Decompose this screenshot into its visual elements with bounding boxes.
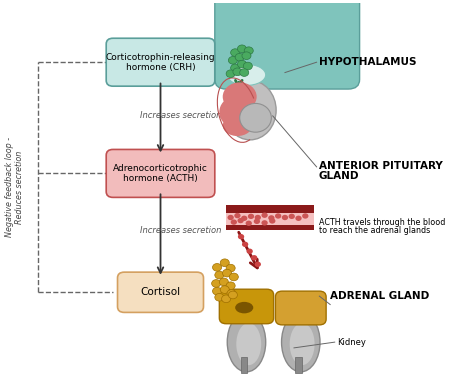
Bar <box>226 225 314 230</box>
Bar <box>226 0 348 49</box>
Circle shape <box>228 291 237 299</box>
Circle shape <box>237 218 244 223</box>
Circle shape <box>215 293 224 301</box>
Circle shape <box>248 214 254 219</box>
Text: to reach the adrenal glands: to reach the adrenal glands <box>319 226 430 235</box>
Circle shape <box>235 53 244 61</box>
Circle shape <box>295 216 301 221</box>
Ellipse shape <box>227 64 266 86</box>
Ellipse shape <box>237 323 261 365</box>
Circle shape <box>251 255 257 261</box>
Circle shape <box>221 295 231 303</box>
Text: Corticotrophin-releasing
hormone (CRH): Corticotrophin-releasing hormone (CRH) <box>106 53 215 72</box>
Circle shape <box>231 49 240 56</box>
Circle shape <box>222 269 231 277</box>
Circle shape <box>234 213 241 218</box>
Text: ACTH travels through the blood: ACTH travels through the blood <box>319 217 445 227</box>
Circle shape <box>237 60 246 68</box>
Circle shape <box>219 278 228 286</box>
Bar <box>226 205 314 213</box>
Circle shape <box>231 64 240 72</box>
Circle shape <box>254 219 260 224</box>
Circle shape <box>282 215 288 220</box>
Circle shape <box>211 280 221 287</box>
Circle shape <box>220 259 229 266</box>
Circle shape <box>212 263 221 271</box>
Ellipse shape <box>240 103 272 132</box>
Bar <box>241 357 247 373</box>
Circle shape <box>275 213 282 219</box>
Circle shape <box>262 220 268 226</box>
Text: Negative feedback loop -
Reduces secretion: Negative feedback loop - Reduces secreti… <box>5 137 24 237</box>
Ellipse shape <box>290 323 315 365</box>
Circle shape <box>228 56 237 64</box>
FancyBboxPatch shape <box>106 149 215 197</box>
Circle shape <box>226 70 235 77</box>
Text: Kidney: Kidney <box>337 338 366 347</box>
Circle shape <box>268 215 274 221</box>
Ellipse shape <box>223 115 252 136</box>
Ellipse shape <box>235 302 253 314</box>
Circle shape <box>226 264 235 272</box>
Text: Adrenocorticotrophic
hormone (ACTH): Adrenocorticotrophic hormone (ACTH) <box>113 164 208 183</box>
Circle shape <box>227 289 236 297</box>
Text: HYPOTHALAMUS: HYPOTHALAMUS <box>319 57 416 67</box>
Circle shape <box>220 286 229 293</box>
Text: Cortisol: Cortisol <box>140 287 181 297</box>
FancyBboxPatch shape <box>106 38 215 86</box>
Circle shape <box>242 242 248 247</box>
Text: GLAND: GLAND <box>319 171 359 181</box>
Circle shape <box>262 212 268 218</box>
Bar <box>226 213 314 226</box>
Circle shape <box>243 62 252 70</box>
Circle shape <box>229 273 238 281</box>
Ellipse shape <box>282 312 320 372</box>
Ellipse shape <box>219 98 246 126</box>
Text: ADRENAL GLAND: ADRENAL GLAND <box>330 291 429 301</box>
Text: ANTERIOR PITUITARY: ANTERIOR PITUITARY <box>319 161 443 171</box>
Circle shape <box>246 221 252 226</box>
Circle shape <box>226 282 235 289</box>
Ellipse shape <box>227 312 266 372</box>
Circle shape <box>289 214 295 219</box>
Circle shape <box>302 213 309 219</box>
Ellipse shape <box>223 82 256 111</box>
Circle shape <box>240 69 249 76</box>
Circle shape <box>244 47 253 54</box>
Circle shape <box>228 215 234 220</box>
Circle shape <box>241 216 247 221</box>
Circle shape <box>238 234 244 239</box>
Circle shape <box>231 219 237 225</box>
Circle shape <box>233 68 242 75</box>
Circle shape <box>212 287 221 295</box>
Text: Increases secretion: Increases secretion <box>140 111 221 120</box>
FancyBboxPatch shape <box>118 272 203 312</box>
Circle shape <box>237 45 246 53</box>
Circle shape <box>215 271 224 279</box>
Ellipse shape <box>224 81 276 140</box>
Circle shape <box>269 218 275 224</box>
FancyBboxPatch shape <box>215 0 360 89</box>
Text: Increases secretion: Increases secretion <box>140 226 221 235</box>
FancyBboxPatch shape <box>219 289 273 324</box>
Circle shape <box>246 249 253 254</box>
FancyBboxPatch shape <box>275 291 326 325</box>
Circle shape <box>255 215 261 220</box>
Bar <box>295 357 301 373</box>
Circle shape <box>255 262 261 267</box>
Circle shape <box>242 52 251 60</box>
